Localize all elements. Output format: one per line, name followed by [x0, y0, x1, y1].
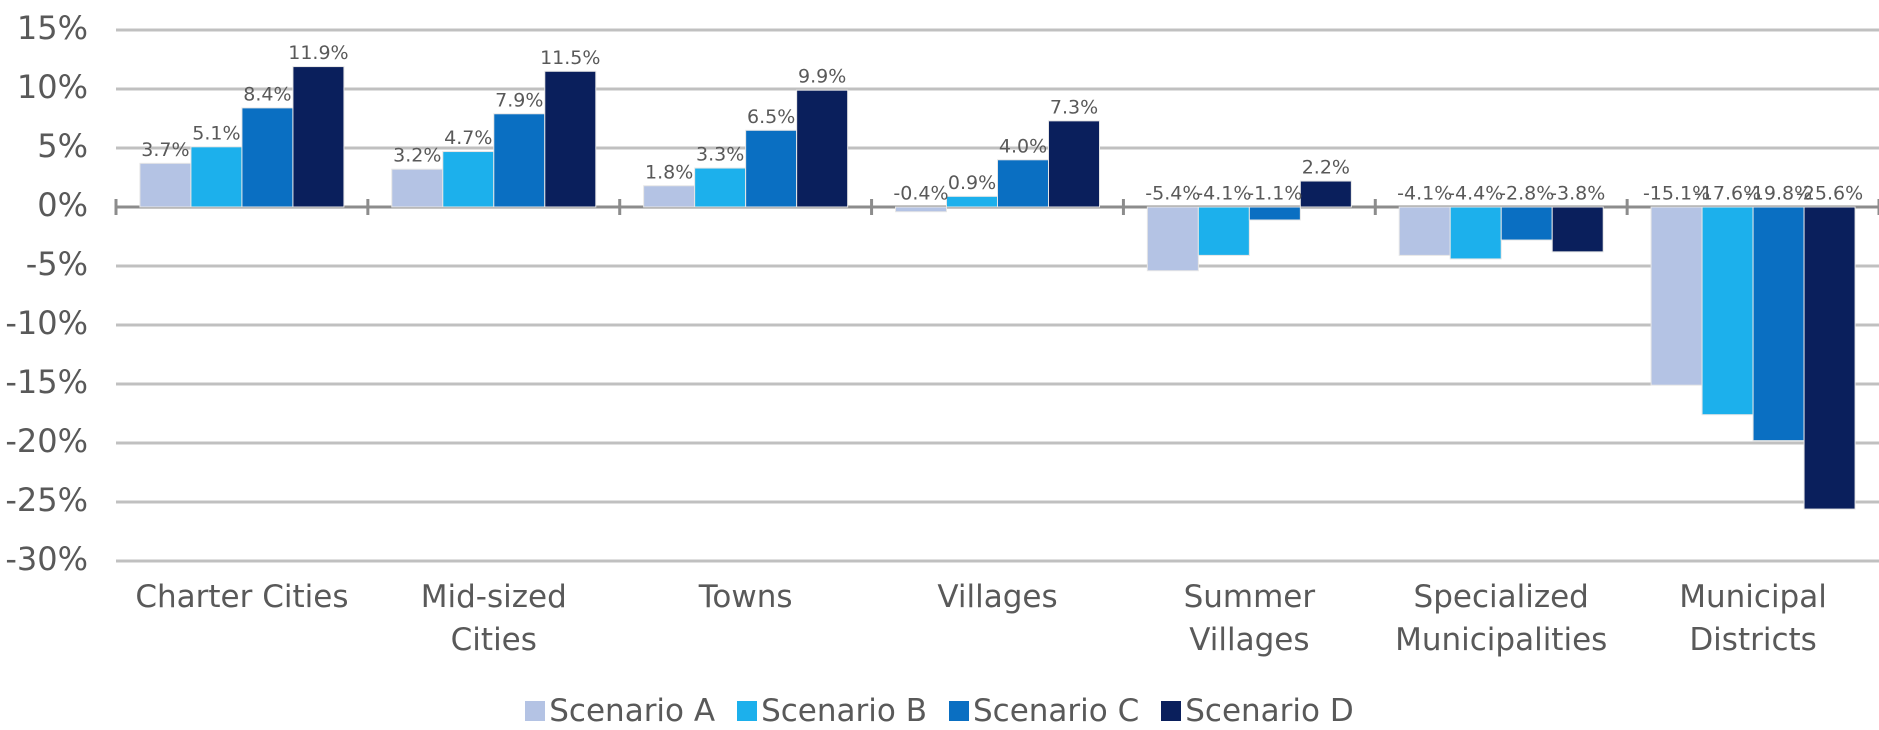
legend: Scenario A Scenario B Scenario C Scenario D — [0, 693, 1879, 729]
bar — [1449, 206, 1502, 260]
data-label: 2.2% — [1302, 157, 1350, 179]
data-label: 11.9% — [288, 42, 348, 64]
bar — [1048, 120, 1100, 208]
y-tick-label: 5% — [37, 127, 88, 165]
data-label: 11.5% — [540, 47, 600, 69]
legend-label: Scenario B — [761, 693, 927, 729]
bar — [139, 162, 192, 208]
bar — [1248, 206, 1301, 221]
data-label: 0.9% — [948, 172, 996, 194]
y-tick-label: -15% — [5, 363, 88, 401]
bar — [1803, 206, 1856, 510]
data-label: 9.9% — [798, 66, 846, 88]
legend-swatch — [737, 701, 758, 721]
data-label: -2.8% — [1499, 183, 1554, 205]
data-label: 7.3% — [1050, 96, 1098, 118]
y-tick-label: 15% — [17, 9, 88, 47]
x-tick-label: Towns — [698, 579, 793, 615]
data-label: -1.1% — [1247, 183, 1302, 205]
bar — [1197, 206, 1250, 256]
data-label: -4.1% — [1397, 183, 1452, 205]
data-label: 7.9% — [495, 89, 543, 111]
data-label: 4.7% — [444, 127, 492, 149]
x-tick-label: Summer Villages — [1183, 579, 1316, 658]
bar — [895, 206, 947, 213]
bar — [442, 151, 495, 208]
bar — [1398, 206, 1451, 256]
data-label: 4.0% — [999, 135, 1047, 157]
bar — [1146, 206, 1199, 272]
y-tick-label: -25% — [5, 481, 88, 519]
x-tick-label: Villages — [937, 579, 1058, 615]
data-label: 3.7% — [141, 139, 189, 161]
data-label: 6.5% — [747, 106, 795, 128]
bar — [946, 195, 998, 208]
data-label: -0.4% — [893, 183, 948, 205]
data-label: -19.8% — [1745, 183, 1812, 205]
bar — [190, 146, 243, 208]
data-label: 1.8% — [645, 161, 693, 183]
bar — [1500, 206, 1553, 241]
data-label: -15.1% — [1643, 183, 1710, 205]
bar — [1551, 206, 1604, 253]
data-label: 8.4% — [243, 83, 291, 105]
bar — [997, 159, 1049, 208]
bar — [1299, 180, 1352, 208]
data-label: 3.3% — [696, 144, 744, 166]
x-tick-label: Municipal Districts — [1679, 579, 1827, 658]
legend-label: Scenario A — [549, 693, 716, 729]
legend-label: Scenario D — [1185, 693, 1354, 729]
bar — [544, 70, 597, 208]
y-tick-label: -10% — [5, 304, 88, 342]
legend-swatch — [1161, 701, 1182, 721]
bar — [745, 129, 798, 208]
bar — [1752, 206, 1805, 442]
legend-item: Scenario B — [737, 693, 927, 729]
legend-item: Scenario D — [1161, 693, 1354, 729]
bar — [694, 167, 747, 208]
data-label: -17.6% — [1694, 183, 1761, 205]
data-label: 3.2% — [393, 145, 441, 167]
legend-label: Scenario C — [972, 693, 1140, 729]
bar — [1701, 206, 1754, 416]
data-label: -4.1% — [1196, 183, 1251, 205]
bar — [643, 185, 696, 208]
data-label: -5.4% — [1145, 183, 1200, 205]
y-tick-label: 0% — [37, 186, 88, 224]
bar — [1650, 206, 1703, 386]
data-label: -3.8% — [1550, 183, 1605, 205]
x-tick-label: Charter Cities — [135, 579, 349, 615]
bar — [391, 168, 444, 208]
bar — [292, 66, 345, 208]
y-tick-label: -20% — [5, 422, 88, 460]
bar — [241, 107, 294, 208]
bar — [493, 113, 546, 208]
data-label: -4.4% — [1448, 183, 1503, 205]
x-tick-label: Specialized Municipalities — [1395, 579, 1608, 658]
data-label: -25.6% — [1796, 183, 1863, 205]
legend-item: Scenario C — [948, 693, 1140, 729]
y-tick-label: 10% — [17, 68, 88, 106]
bar — [796, 89, 849, 208]
legend-swatch — [525, 701, 546, 721]
legend-swatch — [948, 701, 969, 721]
legend-item: Scenario A — [525, 693, 715, 729]
y-tick-label: -5% — [26, 245, 88, 283]
y-tick-label: -30% — [5, 540, 88, 578]
x-tick-label: Mid-sized Cities — [420, 579, 567, 658]
data-label: 5.1% — [192, 122, 240, 144]
